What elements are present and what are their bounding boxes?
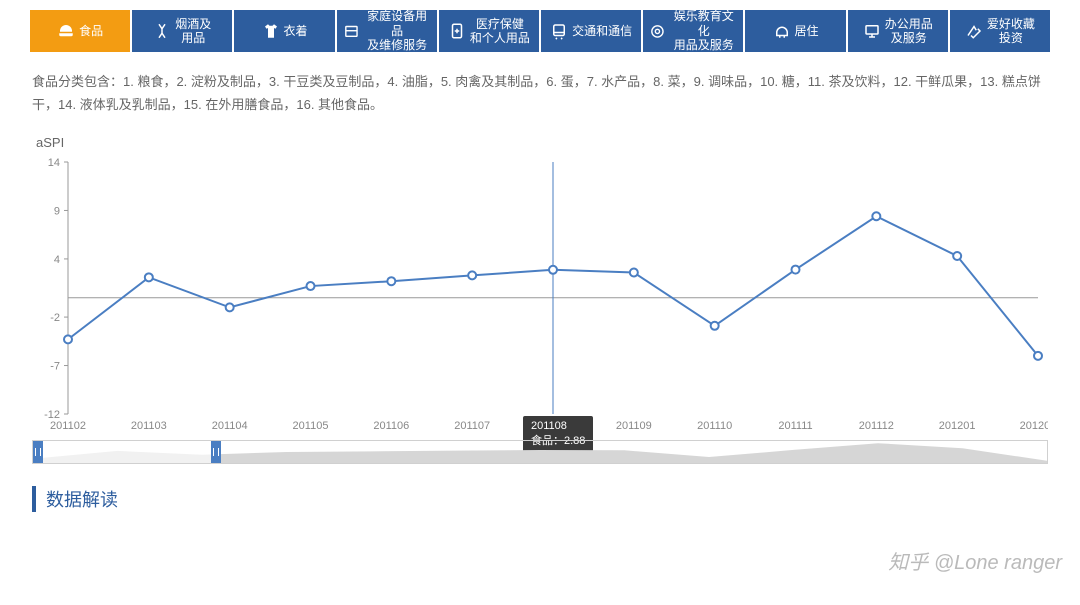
transport-icon [550,22,568,40]
svg-text:201108: 201108 [535,420,571,432]
chart-container: aSPI -12-7-24914201102201103201104201105… [0,123,1080,464]
category-description: 食品分类包含：1. 粮食，2. 淀粉及制品，3. 干豆类及豆制品，4. 油脂，5… [0,52,1080,123]
svg-text:201106: 201106 [373,420,409,432]
svg-text:201109: 201109 [616,420,652,432]
section-header: 数据解读 [32,486,1048,512]
hobby-icon [965,22,983,40]
tab-label: 衣着 [284,24,308,38]
category-tabs: 食品 烟酒及 用品 衣着 家庭设备用品 及维修服务 医疗保健 和个人用品 交通和通信 娱乐教… [0,0,1080,52]
range-slider[interactable] [32,440,1048,464]
tab-household[interactable]: 家庭设备用品 及维修服务 [337,10,437,52]
range-handle-right[interactable] [211,441,221,463]
svg-text:201112: 201112 [859,420,894,432]
tobacco-icon [153,22,171,40]
svg-text:201202: 201202 [1020,420,1048,432]
tab-office[interactable]: 办公用品 及服务 [848,10,948,52]
culture-icon [649,22,666,40]
tab-label: 医疗保健 和个人用品 [470,17,530,46]
housing-icon [773,22,791,40]
line-chart[interactable]: -12-7-2491420110220110320110420110520110… [32,156,1048,436]
svg-text:9: 9 [54,205,60,217]
tab-culture[interactable]: 娱乐教育文化 用品及服务 [643,10,743,52]
tab-label: 办公用品 及服务 [885,17,933,46]
svg-text:201201: 201201 [939,420,976,432]
tab-housing[interactable]: 居住 [745,10,845,52]
tab-label: 娱乐教育文化 用品及服务 [670,9,737,52]
svg-text:201105: 201105 [293,420,329,432]
svg-text:-2: -2 [50,312,60,324]
tab-label: 交通和通信 [572,24,632,38]
food-icon [57,22,75,40]
household-icon [343,22,360,40]
tab-medical[interactable]: 医疗保健 和个人用品 [439,10,539,52]
svg-text:-7: -7 [50,360,60,372]
tab-tobacco[interactable]: 烟酒及 用品 [132,10,232,52]
chart-title: aSPI [36,135,1048,150]
svg-text:14: 14 [48,157,60,169]
svg-text:201102: 201102 [50,420,86,432]
watermark: 知乎 @Lone ranger [888,546,1062,575]
tab-label: 居住 [795,24,819,38]
svg-text:4: 4 [54,254,60,266]
tab-clothing[interactable]: 衣着 [234,10,334,52]
medical-icon [448,22,466,40]
tab-transport[interactable]: 交通和通信 [541,10,641,52]
svg-text:201111: 201111 [778,420,812,432]
clothing-icon [262,22,280,40]
svg-text:201103: 201103 [131,420,167,432]
svg-text:201104: 201104 [212,420,248,432]
tab-label: 食品 [79,24,103,38]
office-icon [863,22,881,40]
tab-label: 爱好收藏 投资 [987,17,1035,46]
svg-text:201107: 201107 [454,420,490,432]
tab-food[interactable]: 食品 [30,10,130,52]
svg-text:201110: 201110 [697,420,732,432]
tab-label: 烟酒及 用品 [175,17,211,46]
range-handle-left[interactable] [33,441,43,463]
tab-label: 家庭设备用品 及维修服务 [363,9,430,52]
tab-hobby[interactable]: 爱好收藏 投资 [950,10,1050,52]
